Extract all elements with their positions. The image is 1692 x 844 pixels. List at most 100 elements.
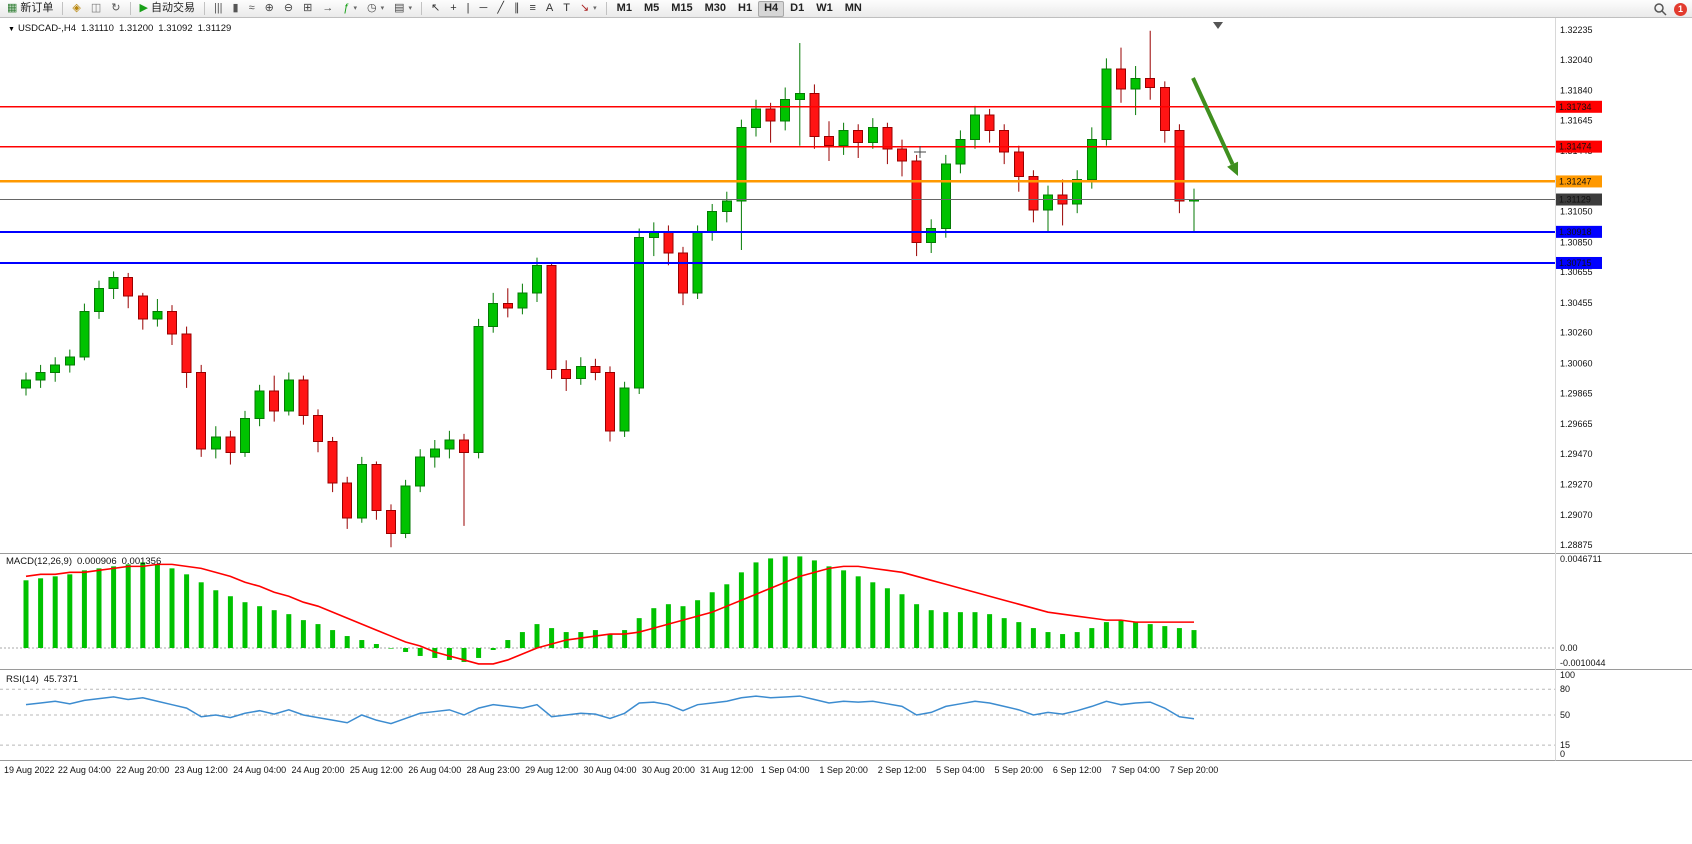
- svg-text:1.30918: 1.30918: [1559, 227, 1592, 237]
- svg-text:1.29865: 1.29865: [1560, 388, 1593, 398]
- trendline-tool-button[interactable]: ╱: [492, 1, 509, 17]
- collapse-triangle-icon[interactable]: ▼: [8, 26, 15, 33]
- svg-text:19 Aug 2022: 19 Aug 2022: [4, 765, 55, 775]
- market-watch-button[interactable]: ◫: [86, 1, 106, 17]
- svg-text:6 Sep 12:00: 6 Sep 12:00: [1053, 765, 1102, 775]
- new-order-label: 新订单: [20, 2, 54, 14]
- chart-markers: [914, 22, 1223, 158]
- svg-text:1.30455: 1.30455: [1560, 298, 1593, 308]
- tf-w1-button[interactable]: W1: [810, 1, 839, 17]
- notification-badge[interactable]: 1: [1674, 2, 1687, 16]
- svg-text:1.28875: 1.28875: [1560, 540, 1593, 550]
- horizontal-line-tool-icon: ─: [479, 2, 488, 14]
- caret-down-icon: ▾: [408, 5, 412, 12]
- candlestick-chart-button[interactable]: ▮: [228, 1, 244, 17]
- svg-text:1.31247: 1.31247: [1559, 176, 1592, 186]
- horizontal-line-object-1.31474[interactable]: 1.31474: [0, 140, 1602, 153]
- svg-text:7 Sep 20:00: 7 Sep 20:00: [1170, 765, 1219, 775]
- channel-tool-icon: ∥: [513, 2, 520, 14]
- templates-button[interactable]: ▤ ▾: [389, 1, 417, 17]
- horizontal-line-object-1.30715[interactable]: 1.30715: [0, 256, 1602, 269]
- search-icon[interactable]: [1653, 2, 1667, 16]
- fibonacci-tool-icon: ≡: [529, 2, 536, 14]
- autotrade-label: 自动交易: [150, 2, 195, 14]
- tile-windows-button[interactable]: ⊞: [298, 1, 317, 17]
- zoom-in-button[interactable]: ⊕: [260, 1, 279, 17]
- tf-m1-button[interactable]: M1: [611, 1, 638, 17]
- tf-m15-button[interactable]: M15: [665, 1, 698, 17]
- crosshair-button[interactable]: +: [445, 1, 461, 17]
- indicators-icon: ƒ: [343, 2, 350, 14]
- svg-text:5 Sep 04:00: 5 Sep 04:00: [936, 765, 985, 775]
- tf-d1-button[interactable]: D1: [784, 1, 810, 17]
- indicators-button[interactable]: ƒ ▾: [338, 1, 362, 17]
- rsi-axis[interactable]: 100 80 50 150: [1560, 670, 1575, 759]
- arrows-tool-icon: ↘: [579, 2, 590, 14]
- trendline-tool-icon: ╱: [497, 2, 504, 14]
- tf-w1-label: W1: [816, 2, 833, 14]
- label-tool-button[interactable]: T: [558, 1, 575, 17]
- line-chart-button[interactable]: ≈: [244, 1, 260, 17]
- chart-symbol-ohlc-label: ▼ USDCAD-,H4 1.31110 1.31200 1.31092 1.31129: [8, 23, 236, 34]
- svg-text:1.31734: 1.31734: [1559, 102, 1592, 112]
- bar-chart-button[interactable]: |||: [209, 1, 228, 17]
- channel-tool-button[interactable]: ∥: [509, 1, 525, 17]
- svg-text:50: 50: [1560, 710, 1570, 720]
- tf-m5-button[interactable]: M5: [638, 1, 665, 17]
- tf-mn-label: MN: [844, 2, 862, 14]
- autotrade-button[interactable]: ▶ 自动交易: [135, 1, 200, 17]
- vertical-line-tool-button[interactable]: |: [462, 1, 475, 17]
- tf-m30-button[interactable]: M30: [699, 1, 732, 17]
- horizontal-line-tool-button[interactable]: ─: [475, 1, 493, 17]
- high-value: 1.31200: [118, 23, 154, 34]
- refresh-icon: ↻: [111, 2, 121, 14]
- auto-scroll-button[interactable]: →: [317, 1, 338, 17]
- svg-text:29 Aug 12:00: 29 Aug 12:00: [525, 765, 578, 775]
- arrow-object[interactable]: [1191, 77, 1239, 176]
- macd-axis[interactable]: 0.0046711 0.00 -0.0010044: [1560, 554, 1606, 668]
- tf-h1-button[interactable]: H1: [732, 1, 758, 17]
- svg-text:2 Sep 12:00: 2 Sep 12:00: [878, 765, 927, 775]
- svg-text:31 Aug 12:00: 31 Aug 12:00: [700, 765, 753, 775]
- zoom-out-button[interactable]: ⊖: [279, 1, 298, 17]
- new-order-button[interactable]: ▦ 新订单: [2, 1, 58, 17]
- horizontal-line-object-1.31129[interactable]: 1.31129: [0, 193, 1602, 206]
- crosshair-icon: +: [450, 2, 457, 14]
- auto-scroll-icon: →: [322, 2, 334, 14]
- svg-text:1.32040: 1.32040: [1560, 55, 1593, 65]
- fibonacci-tool-button[interactable]: ≡: [524, 1, 540, 17]
- tf-mn-button[interactable]: MN: [839, 1, 868, 17]
- tf-h4-button[interactable]: H4: [758, 0, 785, 17]
- svg-text:1.30715: 1.30715: [1559, 258, 1592, 268]
- svg-text:25 Aug 12:00: 25 Aug 12:00: [350, 765, 403, 775]
- svg-text:0.0046711: 0.0046711: [1560, 554, 1602, 564]
- svg-text:1.30655: 1.30655: [1560, 267, 1593, 277]
- tf-h4-label: H4: [764, 2, 779, 14]
- chart-canvas[interactable]: 1.322351.320401.318401.316451.314451.312…: [0, 18, 1692, 844]
- market-watch-icon: ◫: [90, 2, 102, 14]
- svg-text:1.30060: 1.30060: [1560, 358, 1593, 368]
- panel-frame: [0, 18, 1692, 761]
- navigator-button[interactable]: ◈: [67, 1, 85, 17]
- time-axis[interactable]: 19 Aug 2022 22 Aug 04:00 22 Aug 20:00 23 Au…: [4, 765, 1218, 775]
- refresh-button[interactable]: ↻: [106, 1, 125, 17]
- toolbar-separator: [203, 2, 205, 15]
- arrows-tool-button[interactable]: ↘ ▾: [575, 1, 602, 17]
- toolbar-separator: [129, 2, 131, 15]
- horizontal-line-object-1.30918[interactable]: 1.30918: [0, 225, 1602, 238]
- text-tool-button[interactable]: A: [541, 1, 558, 17]
- svg-text:1.29665: 1.29665: [1560, 419, 1593, 429]
- macd-panel: [0, 556, 1555, 665]
- caret-down-icon: ▾: [353, 5, 357, 12]
- macd-signal-value: 0.001356: [121, 556, 162, 567]
- horizontal-line-object-1.31247[interactable]: 1.31247: [0, 175, 1602, 188]
- macd-indicator-label: MACD(12,26,9) 0.000906 0.001356: [6, 556, 166, 567]
- periods-button[interactable]: ◷ ▾: [362, 1, 389, 17]
- toolbar-separator: [421, 2, 422, 15]
- caret-down-icon: ▾: [380, 5, 385, 12]
- horizontal-line-object-1.31734[interactable]: 1.31734: [0, 100, 1602, 113]
- symbol-period-label: USDCAD-,H4: [17, 23, 76, 34]
- svg-text:30 Aug 20:00: 30 Aug 20:00: [642, 765, 695, 775]
- cursor-button[interactable]: ↖: [426, 1, 445, 17]
- low-value: 1.31092: [158, 23, 193, 34]
